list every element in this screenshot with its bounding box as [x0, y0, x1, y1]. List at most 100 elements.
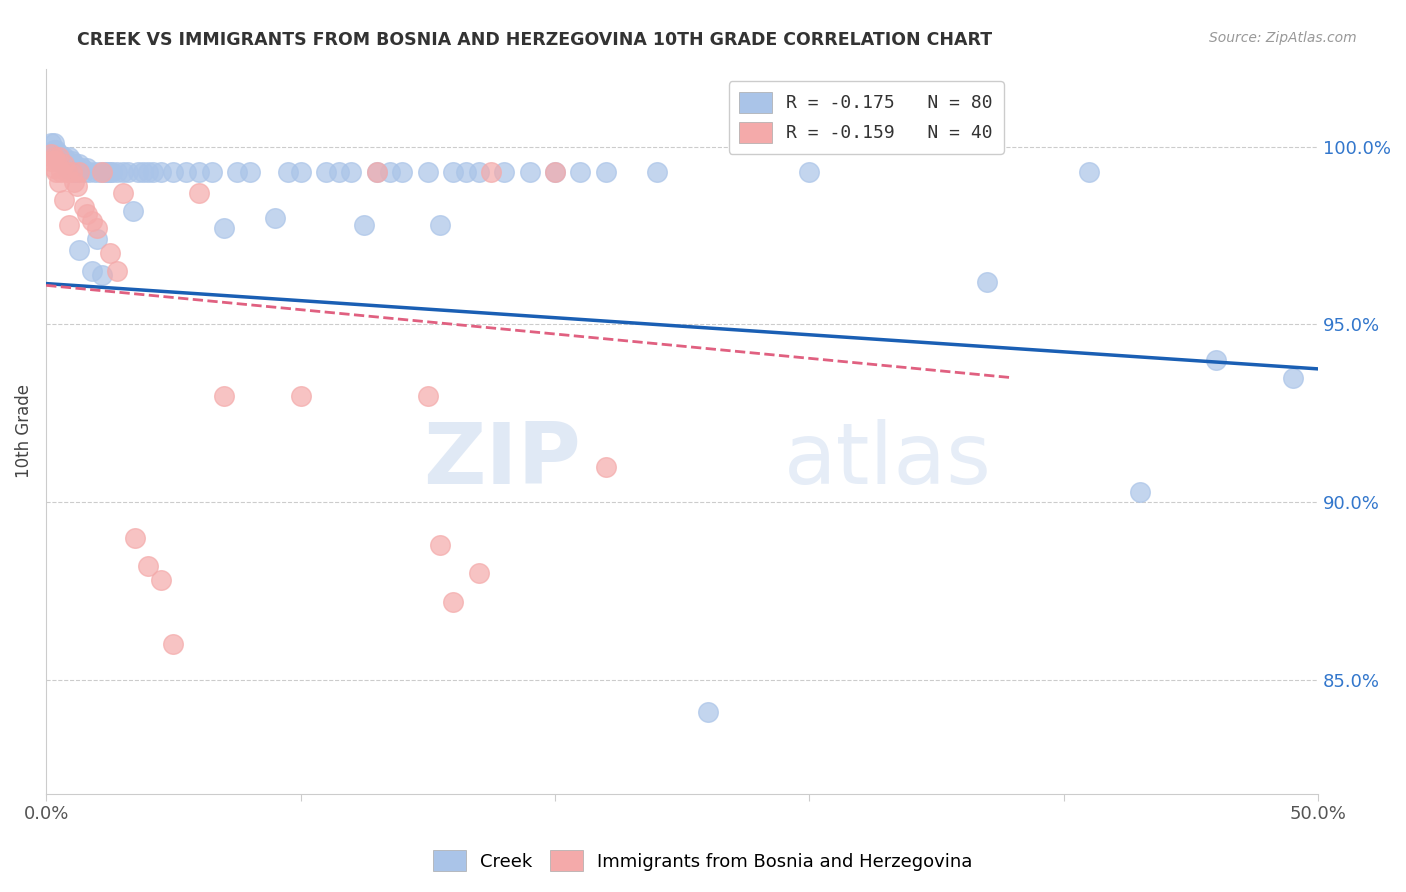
Legend: Creek, Immigrants from Bosnia and Herzegovina: Creek, Immigrants from Bosnia and Herzeg…	[426, 843, 980, 879]
Point	[42, 143, 65, 157]
Point	[73, 200, 96, 214]
Point	[353, 218, 375, 232]
Point	[467, 566, 489, 581]
Point	[48, 146, 70, 161]
Point	[441, 595, 464, 609]
Point	[76, 207, 98, 221]
Point	[58, 150, 80, 164]
Point	[595, 164, 617, 178]
Point	[366, 164, 388, 178]
Point	[214, 221, 236, 235]
Point	[226, 164, 249, 178]
Point	[63, 164, 86, 178]
Point	[479, 164, 502, 178]
Text: CREEK VS IMMIGRANTS FROM BOSNIA AND HERZEGOVINA 10TH GRADE CORRELATION CHART: CREEK VS IMMIGRANTS FROM BOSNIA AND HERZ…	[77, 31, 993, 49]
Point	[111, 186, 134, 200]
Point	[117, 164, 139, 178]
Point	[51, 150, 73, 164]
Point	[290, 388, 312, 402]
Text: atlas: atlas	[785, 418, 991, 501]
Point	[107, 164, 129, 178]
Point	[39, 136, 62, 151]
Point	[89, 164, 111, 178]
Point	[136, 164, 159, 178]
Point	[315, 164, 337, 178]
Point	[60, 153, 83, 168]
Legend: R = -0.175   N = 80, R = -0.159   N = 40: R = -0.175 N = 80, R = -0.159 N = 40	[728, 81, 1004, 153]
Point	[107, 264, 129, 278]
Point	[976, 275, 998, 289]
Point	[149, 574, 172, 588]
Point	[454, 164, 477, 178]
Point	[416, 164, 439, 178]
Point	[1205, 353, 1227, 368]
Point	[76, 161, 98, 175]
Point	[1281, 371, 1303, 385]
Point	[290, 164, 312, 178]
Point	[162, 637, 184, 651]
Point	[45, 150, 67, 164]
Point	[42, 136, 65, 151]
Point	[98, 246, 121, 260]
Point	[1129, 484, 1152, 499]
Point	[70, 161, 93, 175]
Point	[200, 164, 222, 178]
Point	[429, 538, 451, 552]
Point	[149, 164, 172, 178]
Point	[328, 164, 350, 178]
Point	[142, 164, 165, 178]
Point	[132, 164, 155, 178]
Point	[55, 153, 77, 168]
Point	[519, 164, 541, 178]
Point	[264, 211, 287, 225]
Point	[441, 164, 464, 178]
Point	[48, 175, 70, 189]
Point	[378, 164, 401, 178]
Point	[83, 164, 105, 178]
Point	[55, 164, 77, 178]
Point	[42, 161, 65, 175]
Point	[55, 161, 77, 175]
Point	[63, 157, 86, 171]
Point	[187, 164, 209, 178]
Point	[58, 157, 80, 171]
Point	[416, 388, 439, 402]
Point	[53, 193, 76, 207]
Text: Source: ZipAtlas.com: Source: ZipAtlas.com	[1209, 31, 1357, 45]
Point	[58, 218, 80, 232]
Point	[696, 705, 718, 719]
Point	[467, 164, 489, 178]
Point	[86, 221, 108, 235]
Point	[67, 157, 90, 171]
Point	[80, 214, 103, 228]
Point	[124, 531, 146, 545]
Point	[544, 164, 567, 178]
Point	[494, 164, 516, 178]
Point	[91, 268, 114, 282]
Point	[121, 203, 143, 218]
Point	[96, 164, 118, 178]
Point	[93, 164, 115, 178]
Point	[48, 153, 70, 168]
Point	[127, 164, 149, 178]
Point	[60, 161, 83, 175]
Point	[66, 161, 89, 175]
Point	[366, 164, 388, 178]
Point	[174, 164, 197, 178]
Point	[595, 459, 617, 474]
Point	[98, 164, 121, 178]
Point	[544, 164, 567, 178]
Point	[111, 164, 134, 178]
Y-axis label: 10th Grade: 10th Grade	[15, 384, 32, 478]
Point	[53, 157, 76, 171]
Point	[79, 164, 101, 178]
Point	[429, 218, 451, 232]
Point	[66, 164, 89, 178]
Point	[67, 164, 90, 178]
Point	[340, 164, 363, 178]
Point	[277, 164, 299, 178]
Point	[60, 164, 83, 178]
Point	[391, 164, 413, 178]
Point	[101, 164, 124, 178]
Point	[42, 150, 65, 164]
